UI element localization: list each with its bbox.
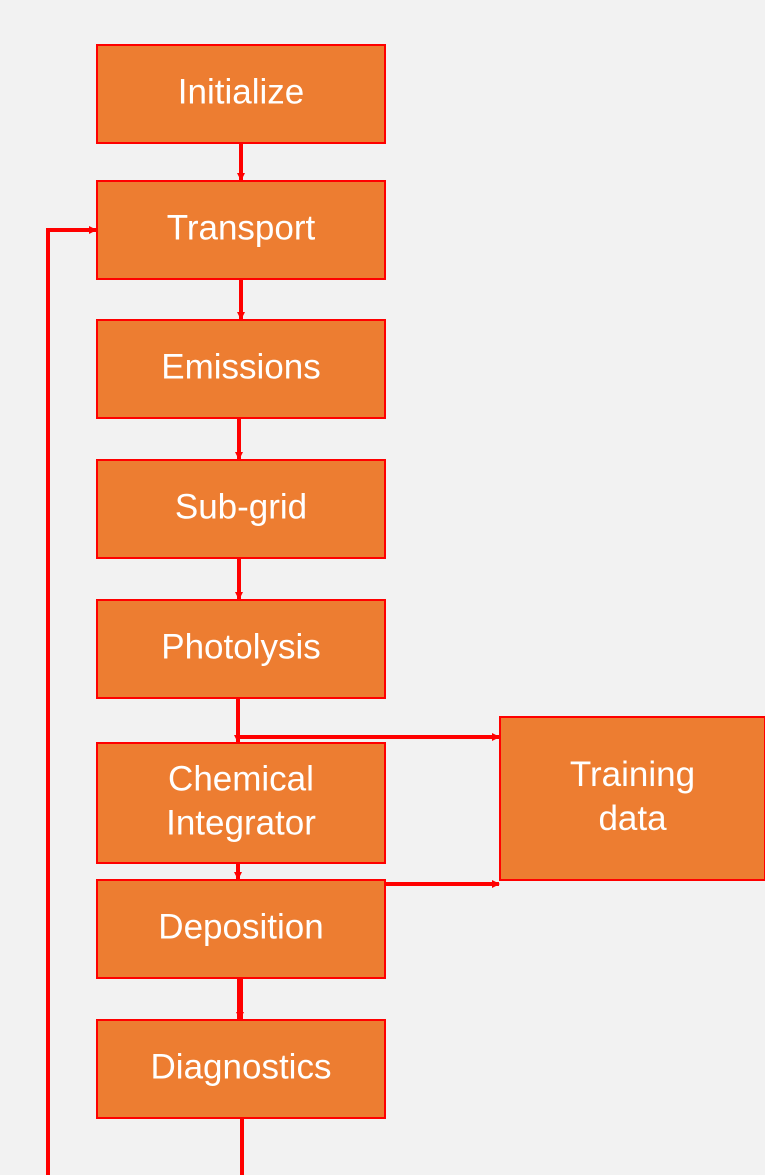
node-box xyxy=(96,44,386,144)
node-label: Emissions xyxy=(161,347,320,386)
node-box xyxy=(96,319,386,419)
node-label: Photolysis xyxy=(161,627,321,666)
nodes: Initialize Transport Emissions Sub-grid Phot… xyxy=(96,44,765,1119)
node-label: Diagnostics xyxy=(151,1047,332,1086)
loop-arrow xyxy=(46,226,97,1175)
node-box xyxy=(96,599,386,699)
node-label: Integrator xyxy=(166,803,316,842)
node-label: data xyxy=(598,799,667,838)
connectors xyxy=(46,143,500,1175)
node-label: Transport xyxy=(167,208,316,247)
node-label: Sub-grid xyxy=(175,487,307,526)
node-box xyxy=(96,459,386,559)
node-box xyxy=(96,742,386,864)
node-label: Training xyxy=(570,755,695,794)
node-box xyxy=(96,180,386,280)
node-box xyxy=(499,716,765,881)
node-label: Initialize xyxy=(178,72,304,111)
node-label: Deposition xyxy=(158,907,323,946)
node-box xyxy=(96,879,386,979)
node-label: Chemical xyxy=(168,759,314,798)
node-box xyxy=(96,1019,386,1119)
